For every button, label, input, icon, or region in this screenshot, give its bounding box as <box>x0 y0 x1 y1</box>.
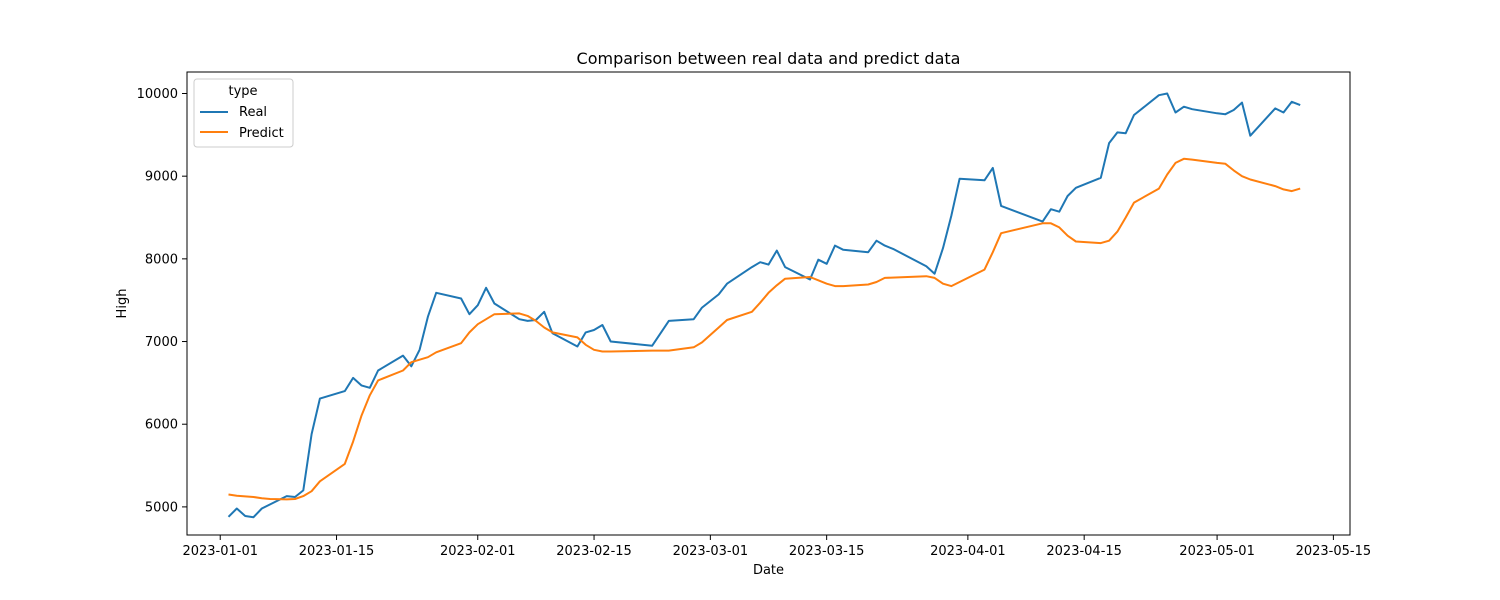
series-line-real <box>227 92 1301 519</box>
x-axis-label: Date <box>753 563 784 578</box>
legend-title: type <box>228 84 257 99</box>
y-tick-label: 9000 <box>145 170 178 185</box>
y-tick-label: 6000 <box>145 418 178 433</box>
x-tick-label: 2023-03-15 <box>789 544 865 559</box>
y-tick-label: 8000 <box>145 252 178 267</box>
series-line-predict <box>228 157 1301 501</box>
y-tick-label: 10000 <box>137 87 178 102</box>
x-tick-label: 2023-02-01 <box>440 544 516 559</box>
x-tick-label: 2023-05-01 <box>1179 544 1255 559</box>
plot-frame <box>186 71 1351 536</box>
legend-label-real: Real <box>239 105 267 120</box>
chart-title: Comparison between real data and predict… <box>577 49 961 68</box>
x-tick-label: 2023-04-01 <box>930 544 1006 559</box>
x-tick-label: 2023-02-15 <box>556 544 632 559</box>
x-axis: 2023-01-01 2023-01-15 2023-02-01 2023-02-15… <box>182 535 1371 559</box>
y-tick-label: 7000 <box>145 335 178 350</box>
y-axis-label: High <box>115 289 130 319</box>
plot-area <box>227 92 1301 519</box>
x-tick-label: 2023-01-01 <box>182 544 258 559</box>
y-tick-label: 5000 <box>145 500 178 515</box>
x-tick-label: 2023-05-15 <box>1296 544 1372 559</box>
legend: type Real Predict <box>193 78 294 148</box>
y-axis: 5000 6000 7000 8000 9000 10000 <box>137 87 187 515</box>
legend-box <box>193 78 294 148</box>
legend-label-predict: Predict <box>239 126 284 141</box>
x-tick-label: 2023-01-15 <box>299 544 375 559</box>
x-tick-label: 2023-04-15 <box>1046 544 1122 559</box>
x-tick-label: 2023-03-01 <box>673 544 749 559</box>
